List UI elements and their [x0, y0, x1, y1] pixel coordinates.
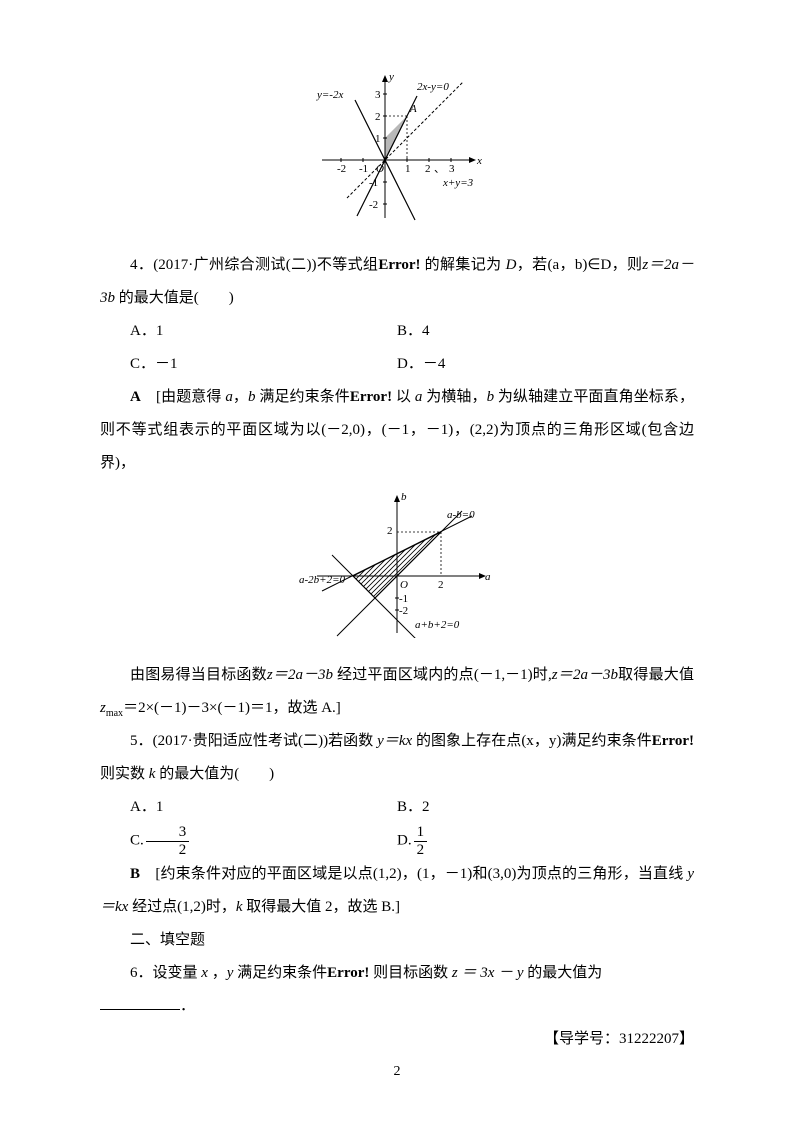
svg-text:2: 2	[375, 111, 381, 123]
q5-solution: B [约束条件对应的平面区域是以点(1,2)，(1，－1)和(3,0)为顶点的三…	[100, 858, 694, 924]
svg-text:a: a	[485, 571, 491, 583]
svg-text:2x-y=0: 2x-y=0	[417, 81, 449, 93]
svg-text:-1: -1	[399, 593, 408, 605]
svg-text:2: 2	[438, 579, 444, 591]
answer-blank	[100, 995, 180, 1010]
q4-answer: A	[130, 389, 141, 405]
q5-opt-d: D.12	[397, 824, 694, 858]
q4-solution-2: 由图易得当目标函数z＝2a－3b 经过平面区域内的点(－1,－1)时,z＝2a－…	[100, 659, 694, 725]
svg-text:a-2b+2=0: a-2b+2=0	[299, 574, 346, 586]
q6-text: 6．设变量 x ，y 满足约束条件Error! 则目标函数 z ＝ 3x － y…	[100, 957, 694, 990]
svg-text:y=-2x: y=-2x	[316, 89, 343, 101]
svg-text:b: b	[401, 491, 407, 503]
svg-text:3: 3	[449, 163, 455, 175]
svg-text:-2: -2	[369, 199, 378, 211]
guide-number: 【导学号：31222207】	[100, 1023, 694, 1056]
q6-number: 6．	[130, 965, 153, 981]
svg-text:1: 1	[375, 133, 381, 145]
svg-text:A: A	[409, 103, 417, 115]
q4-number: 4．	[130, 257, 153, 273]
q5-opt-c: C.32	[100, 824, 397, 858]
q4-text: 4．(2017·广州综合测试(二))不等式组Error! 的解集记为 D，若(a…	[100, 249, 694, 315]
q4-options-2: C．－1 D．－4	[100, 348, 694, 381]
q4-options-1: A．1 B．4	[100, 315, 694, 348]
section-2-title: 二、填空题	[100, 924, 694, 957]
figure-2: a-b=0 a-2b+2=0 a+b+2=0 2 2 O -1 -2 a b	[100, 488, 694, 651]
figure-1: -2 -1 1 2 3 1 2 3 -1 -2 y=-2x 2x-y=0 x+y…	[100, 68, 694, 241]
svg-text:O: O	[400, 579, 408, 591]
graph-1-svg: -2 -1 1 2 3 1 2 3 -1 -2 y=-2x 2x-y=0 x+y…	[307, 68, 487, 228]
svg-text:-2: -2	[337, 163, 346, 175]
svg-text:1: 1	[405, 163, 411, 175]
q4-solution: A [由题意得 a，b 满足约束条件Error! 以 a 为横轴，b 为纵轴建立…	[100, 381, 694, 480]
q5-opt-a: A．1	[100, 791, 397, 824]
page-number: 2	[0, 1057, 794, 1088]
q5-options-1: A．1 B．2	[100, 791, 694, 824]
q5-text: 5．(2017·贵阳适应性考试(二))若函数 y＝kx 的图象上存在点(x，y)…	[100, 725, 694, 791]
q5-options-2: C.32 D.12	[100, 824, 694, 858]
q4-opt-b: B．4	[397, 315, 694, 348]
q4-source: (2017·广州综合测试(二))	[153, 257, 316, 273]
svg-text:、: 、	[434, 163, 445, 175]
q4-opt-d: D．－4	[397, 348, 694, 381]
q4-opt-a: A．1	[100, 315, 397, 348]
svg-text:x+y=3: x+y=3	[442, 177, 474, 189]
svg-text:3: 3	[375, 89, 381, 101]
svg-text:a-b=0: a-b=0	[447, 509, 475, 521]
error-text: Error!	[378, 257, 420, 273]
svg-text:-2: -2	[399, 605, 408, 617]
q5-answer: B	[130, 866, 140, 882]
svg-text:a+b+2=0: a+b+2=0	[415, 619, 460, 631]
svg-text:y: y	[388, 71, 394, 83]
graph-2-svg: a-b=0 a-2b+2=0 a+b+2=0 2 2 O -1 -2 a b	[297, 488, 497, 638]
q6-blank: ．	[100, 990, 694, 1023]
svg-text:2: 2	[425, 163, 431, 175]
svg-text:-1: -1	[359, 163, 368, 175]
q4-opt-c: C．－1	[100, 348, 397, 381]
svg-text:2: 2	[387, 525, 393, 537]
q5-opt-b: B．2	[397, 791, 694, 824]
svg-text:O: O	[376, 163, 384, 175]
q5-number: 5．	[130, 733, 153, 749]
q5-source: (2017·贵阳适应性考试(二))	[153, 733, 328, 749]
svg-text:x: x	[476, 155, 482, 167]
